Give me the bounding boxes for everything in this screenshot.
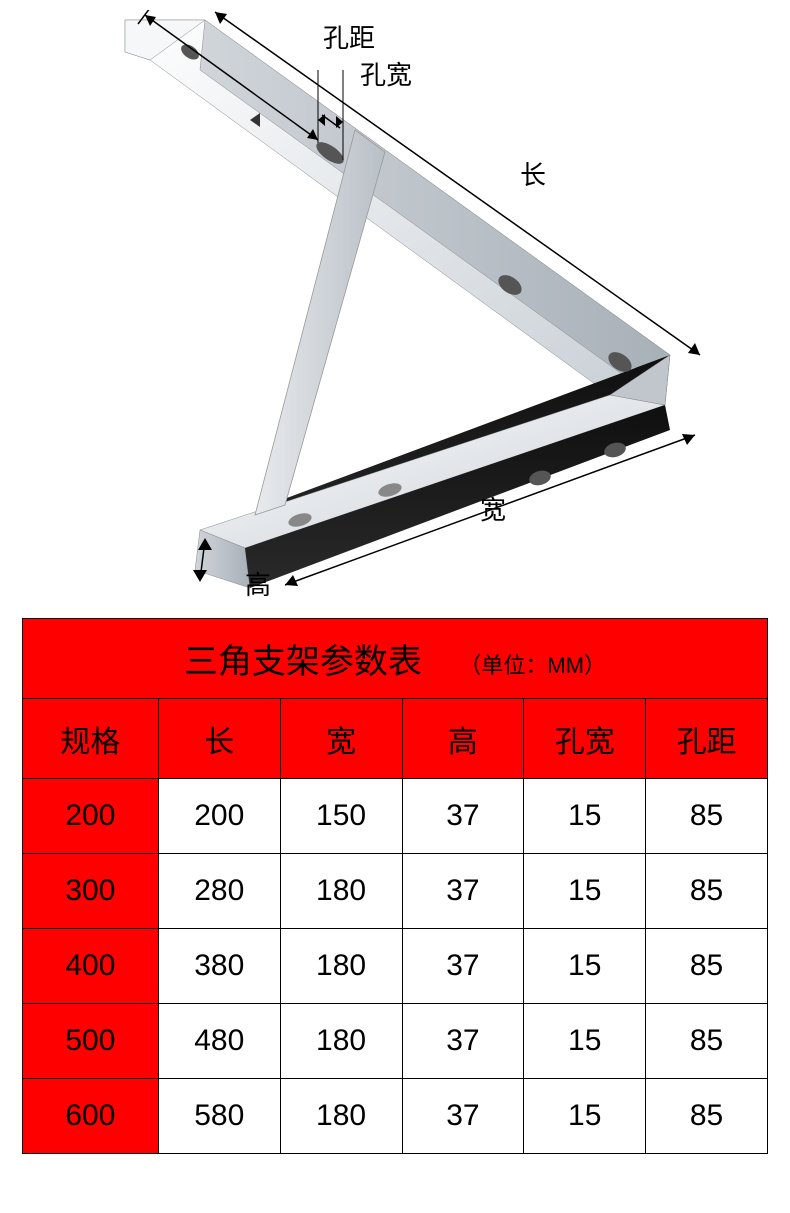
table-row: 400 380 180 37 15 85 — [23, 929, 768, 1004]
table-row: 500 480 180 37 15 85 — [23, 1004, 768, 1079]
spec-cell: 600 — [23, 1079, 159, 1154]
spec-table-container: 三角支架参数表 （单位：MM） 规格 长 宽 高 孔宽 孔距 200 200 1… — [22, 618, 768, 1154]
label-hole-spacing: 孔距 — [323, 18, 375, 55]
label-length: 长 — [520, 155, 546, 192]
data-cell: 580 — [158, 1079, 280, 1154]
table-title-cell: 三角支架参数表 （单位：MM） — [23, 619, 768, 699]
data-cell: 200 — [158, 779, 280, 854]
col-header-holespacing: 孔距 — [646, 699, 768, 779]
bracket-diagram: 孔距 孔宽 长 宽 高 — [0, 0, 790, 600]
col-header-height: 高 — [402, 699, 524, 779]
data-cell: 180 — [280, 1079, 402, 1154]
spec-cell: 500 — [23, 1004, 159, 1079]
col-header-width: 宽 — [280, 699, 402, 779]
data-cell: 85 — [646, 1004, 768, 1079]
data-cell: 380 — [158, 929, 280, 1004]
data-cell: 15 — [524, 1004, 646, 1079]
data-cell: 85 — [646, 779, 768, 854]
data-cell: 180 — [280, 854, 402, 929]
data-cell: 15 — [524, 779, 646, 854]
data-cell: 480 — [158, 1004, 280, 1079]
data-cell: 85 — [646, 929, 768, 1004]
col-header-holewidth: 孔宽 — [524, 699, 646, 779]
spec-cell: 300 — [23, 854, 159, 929]
data-cell: 85 — [646, 1079, 768, 1154]
data-cell: 37 — [402, 1004, 524, 1079]
data-cell: 180 — [280, 929, 402, 1004]
table-title-row: 三角支架参数表 （单位：MM） — [23, 619, 768, 699]
data-cell: 37 — [402, 929, 524, 1004]
table-row: 600 580 180 37 15 85 — [23, 1079, 768, 1154]
data-cell: 85 — [646, 854, 768, 929]
table-row: 300 280 180 37 15 85 — [23, 854, 768, 929]
data-cell: 37 — [402, 779, 524, 854]
data-cell: 37 — [402, 854, 524, 929]
label-hole-width: 孔宽 — [360, 55, 412, 92]
col-header-spec: 规格 — [23, 699, 159, 779]
table-title: 三角支架参数表 — [184, 643, 422, 681]
data-cell: 150 — [280, 779, 402, 854]
spec-cell: 400 — [23, 929, 159, 1004]
data-cell: 15 — [524, 854, 646, 929]
col-header-length: 长 — [158, 699, 280, 779]
label-height: 高 — [245, 565, 271, 602]
label-width: 宽 — [480, 490, 506, 527]
data-cell: 180 — [280, 1004, 402, 1079]
data-cell: 37 — [402, 1079, 524, 1154]
bracket-illustration — [50, 10, 750, 590]
table-header-row: 规格 长 宽 高 孔宽 孔距 — [23, 699, 768, 779]
spec-table: 三角支架参数表 （单位：MM） 规格 长 宽 高 孔宽 孔距 200 200 1… — [22, 618, 768, 1154]
data-cell: 280 — [158, 854, 280, 929]
spec-cell: 200 — [23, 779, 159, 854]
data-cell: 15 — [524, 929, 646, 1004]
table-row: 200 200 150 37 15 85 — [23, 779, 768, 854]
table-unit: （单位：MM） — [459, 653, 606, 678]
data-cell: 15 — [524, 1079, 646, 1154]
